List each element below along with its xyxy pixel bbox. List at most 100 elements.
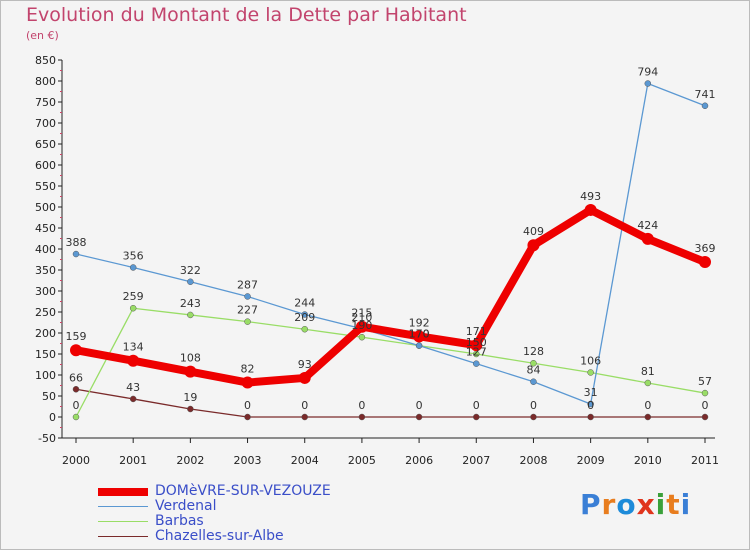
data-point [358, 333, 366, 341]
data-point [187, 311, 194, 319]
data-label: 0 [301, 399, 308, 412]
data-point [470, 339, 483, 352]
chart-subtitle: (en €) [26, 29, 59, 42]
data-label: 794 [637, 66, 658, 79]
data-label: 388 [66, 236, 87, 249]
data-point [644, 80, 652, 87]
data-point [244, 293, 251, 300]
data-label: 0 [587, 399, 594, 412]
data-point [530, 378, 537, 385]
data-point [527, 239, 540, 252]
data-point [241, 376, 254, 389]
brand-letter: P [580, 488, 602, 521]
data-point [413, 330, 426, 343]
data-point [72, 386, 80, 393]
y-tick-label: 350 [35, 264, 56, 277]
data-label: 127 [466, 346, 487, 359]
data-label: 82 [241, 363, 255, 376]
chart-legend: DOMèVRE-SUR-VEZOUZE Verdenal Barbas Chaz… [98, 484, 331, 544]
y-tick-label: 800 [35, 75, 56, 88]
data-point [301, 311, 308, 318]
data-point [72, 250, 80, 258]
data-point [644, 379, 652, 387]
data-label: 106 [580, 354, 601, 367]
x-tick-label: 2009 [577, 454, 605, 467]
y-tick-label: 850 [35, 54, 56, 67]
data-point [70, 344, 82, 357]
brand-letter: i [655, 488, 667, 521]
data-label: 493 [580, 190, 601, 203]
data-point [358, 413, 366, 421]
brand-letter: t [666, 488, 681, 521]
data-point [355, 320, 368, 333]
data-label: 66 [69, 371, 83, 384]
brand-letter: x [636, 488, 656, 521]
data-point [473, 360, 480, 367]
data-label: 0 [358, 399, 365, 412]
x-tick-label: 2002 [176, 454, 204, 467]
data-label: 243 [180, 297, 201, 310]
x-tick-label: 2004 [291, 454, 319, 467]
data-label: 170 [409, 328, 430, 341]
data-label: 57 [698, 375, 712, 388]
series-line [72, 205, 709, 387]
data-point [187, 405, 194, 413]
data-label: 134 [123, 341, 144, 354]
data-point [129, 395, 137, 403]
y-tick-label: 550 [35, 180, 56, 193]
y-tick-label: 250 [35, 306, 56, 319]
data-label: 424 [637, 219, 658, 232]
data-point [415, 413, 423, 421]
brand-logo: Proxiti [580, 488, 691, 521]
legend-label: Verdenal [155, 498, 217, 514]
data-point [244, 318, 251, 325]
legend-swatch [98, 536, 148, 537]
data-label: 356 [123, 249, 144, 262]
x-tick-label: 2003 [234, 454, 262, 467]
y-tick-label: 600 [35, 159, 56, 172]
y-tick-label: 100 [35, 369, 56, 382]
data-label: 0 [244, 399, 251, 412]
data-label: 93 [298, 358, 312, 371]
x-tick-label: 2007 [462, 454, 490, 467]
chart-title: Evolution du Montant de la Dette par Hab… [26, 4, 467, 26]
data-label: 150 [466, 336, 487, 349]
y-tick-label: 700 [35, 117, 56, 130]
data-point [699, 256, 711, 269]
data-point [129, 304, 137, 312]
data-point [301, 325, 308, 333]
data-label: 209 [294, 311, 315, 324]
data-label: 227 [237, 304, 258, 317]
data-point [701, 413, 709, 421]
data-point [72, 413, 80, 421]
data-point [129, 264, 137, 271]
data-point [415, 342, 423, 349]
y-tick-label: 50 [42, 390, 56, 403]
data-label: 244 [294, 297, 315, 310]
data-point [184, 365, 197, 378]
y-tick-label: 400 [35, 243, 56, 256]
brand-letter: o [616, 488, 637, 521]
data-label: 31 [584, 386, 598, 399]
series-line [75, 388, 706, 418]
data-point [644, 413, 652, 421]
data-label: 0 [702, 399, 709, 412]
data-point [298, 371, 311, 384]
series-line [75, 307, 706, 418]
data-point [301, 413, 308, 421]
x-tick-label: 2000 [62, 454, 90, 467]
data-point [530, 413, 537, 421]
y-tick-label: 500 [35, 201, 56, 214]
legend-swatch [98, 487, 148, 496]
legend-item: Verdenal [98, 499, 331, 514]
data-label: 170 [409, 328, 430, 341]
data-label: 43 [126, 381, 140, 394]
data-point [701, 389, 709, 397]
data-point [587, 400, 594, 408]
legend-label: DOMèVRE-SUR-VEZOUZE [155, 483, 331, 499]
data-label: 171 [466, 325, 487, 338]
data-label: 0 [416, 399, 423, 412]
data-point [127, 354, 140, 367]
series-line [75, 82, 706, 405]
